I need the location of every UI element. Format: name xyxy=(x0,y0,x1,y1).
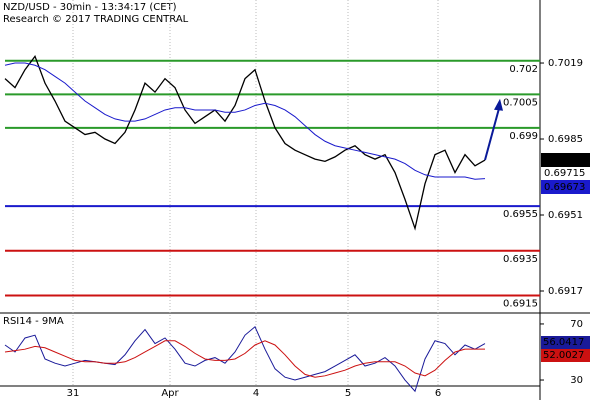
price-line xyxy=(4,62,486,180)
y-tick-label: 30 xyxy=(570,375,583,386)
rsi-line xyxy=(4,340,486,378)
y-tick-label: 0.7019 xyxy=(548,58,583,69)
x-tick-label: 4 xyxy=(253,388,259,399)
rsi-value-label: 52.0027 xyxy=(543,350,584,361)
y-tick-label: 0.6917 xyxy=(548,286,583,297)
price-box xyxy=(541,180,590,194)
rsi-line xyxy=(4,325,486,393)
x-tick-label: 5 xyxy=(345,388,351,399)
level-label: 0.702 xyxy=(509,64,538,75)
level-label: 0.7005 xyxy=(503,97,538,108)
chart-subtitle: Research © 2017 TRADING CENTRAL xyxy=(3,14,189,25)
y-tick-label: 0.6951 xyxy=(548,210,583,221)
x-tick-label: 31 xyxy=(67,388,80,399)
chart-title: NZD/USD - 30min - 13:34:17 (CET) xyxy=(3,2,177,13)
price-line xyxy=(4,54,486,231)
x-tick-label: Apr xyxy=(161,388,179,399)
level-label: 0.699 xyxy=(509,131,538,142)
x-tick-label: 6 xyxy=(435,388,441,399)
level-label: 0.6955 xyxy=(503,209,538,220)
y-tick-label: 0.6985 xyxy=(548,134,583,145)
rsi-value-label: 56.0417 xyxy=(543,337,584,348)
arrow-head xyxy=(494,98,503,111)
level-label: 0.6935 xyxy=(503,254,538,265)
rsi-title: RSI14 - 9MA xyxy=(3,316,64,327)
rsi-box xyxy=(541,336,590,349)
level-label: 0.6915 xyxy=(503,298,538,309)
price-label: 0.69756 xyxy=(544,155,585,166)
y-tick-label: 70 xyxy=(570,319,583,330)
rsi-box xyxy=(541,349,590,362)
projection-arrow xyxy=(484,104,501,161)
marker-label: 0.69715 xyxy=(544,168,585,179)
price-box xyxy=(541,153,590,167)
price-label: 0.69673 xyxy=(544,182,585,193)
